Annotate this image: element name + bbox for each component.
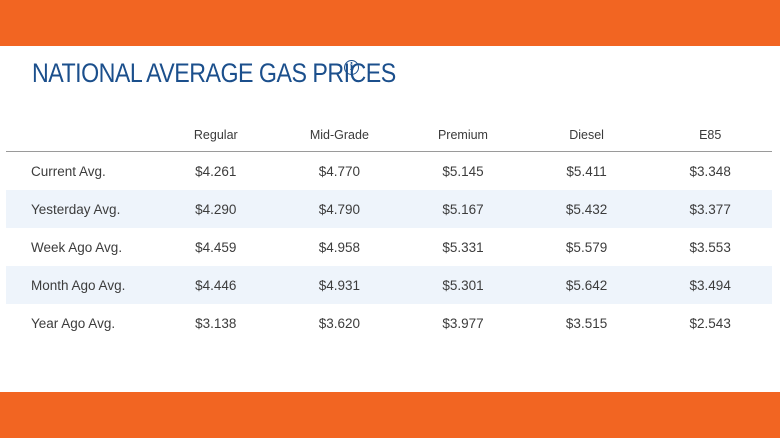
price-cell: $3.494: [648, 266, 772, 304]
price-cell: $5.331: [442, 239, 484, 255]
row-label-year-ago: Year Ago Avg.: [31, 315, 116, 331]
price-cell: $4.290: [154, 190, 278, 228]
price-cell: $3.348: [689, 163, 731, 179]
row-label-week-ago: Week Ago Avg.: [31, 239, 123, 255]
gas-prices-table: Regular Mid-Grade Premium Diesel E85 Cur…: [6, 118, 772, 342]
table-header-row: Regular Mid-Grade Premium Diesel E85: [6, 118, 772, 152]
bottom-orange-band: [0, 392, 780, 438]
price-cell: $5.167: [401, 190, 525, 228]
price-cell: $4.446: [154, 266, 278, 304]
table-row: Month Ago Avg. $4.446 $4.931 $5.301 $5.6…: [6, 266, 772, 304]
price-cell: $3.620: [318, 315, 361, 331]
price-cell: $5.432: [524, 190, 649, 228]
price-cell: $2.543: [689, 315, 731, 331]
price-cell: $3.553: [689, 239, 731, 255]
price-cell: $4.958: [318, 239, 361, 255]
title-block: NATIONAL AVERAGE GAS PRICES i: [32, 57, 455, 89]
price-cell: $3.515: [565, 315, 608, 331]
price-cell: $4.459: [195, 239, 237, 255]
column-header-blank: [6, 118, 154, 152]
price-cell: $5.145: [442, 163, 484, 179]
column-header-premium: Premium: [401, 118, 525, 152]
price-cell: $4.261: [195, 163, 237, 179]
page-title: NATIONAL AVERAGE GAS PRICES: [32, 58, 396, 88]
table-row: Yesterday Avg. $4.290 $4.790 $5.167 $5.4…: [6, 190, 772, 228]
price-cell: $5.642: [524, 266, 649, 304]
price-cell: $5.411: [566, 163, 607, 179]
price-cell: $3.377: [648, 190, 772, 228]
price-cell: $5.579: [565, 239, 608, 255]
info-icon[interactable]: i: [344, 60, 359, 75]
price-cell: $4.931: [277, 266, 402, 304]
price-cell: $4.790: [277, 190, 402, 228]
column-header-diesel: Diesel: [524, 118, 649, 152]
column-header-regular: Regular: [154, 118, 278, 152]
price-cell: $4.770: [318, 163, 361, 179]
price-cell: $5.301: [401, 266, 525, 304]
row-label-current: Current Avg.: [31, 163, 106, 179]
table-row: Week Ago Avg. $4.459 $4.958 $5.331 $5.57…: [6, 228, 772, 266]
column-header-mid-grade: Mid-Grade: [277, 118, 402, 152]
column-header-e85: E85: [648, 118, 772, 152]
price-cell: $3.138: [195, 315, 237, 331]
top-orange-band: [0, 0, 780, 46]
row-label-yesterday: Yesterday Avg.: [6, 190, 154, 228]
table-row: Year Ago Avg. $3.138 $3.620 $3.977 $3.51…: [6, 304, 772, 342]
price-cell: $3.977: [442, 315, 484, 331]
table-row: Current Avg. $4.261 $4.770 $5.145 $5.411…: [6, 152, 772, 191]
row-label-month-ago: Month Ago Avg.: [6, 266, 154, 304]
